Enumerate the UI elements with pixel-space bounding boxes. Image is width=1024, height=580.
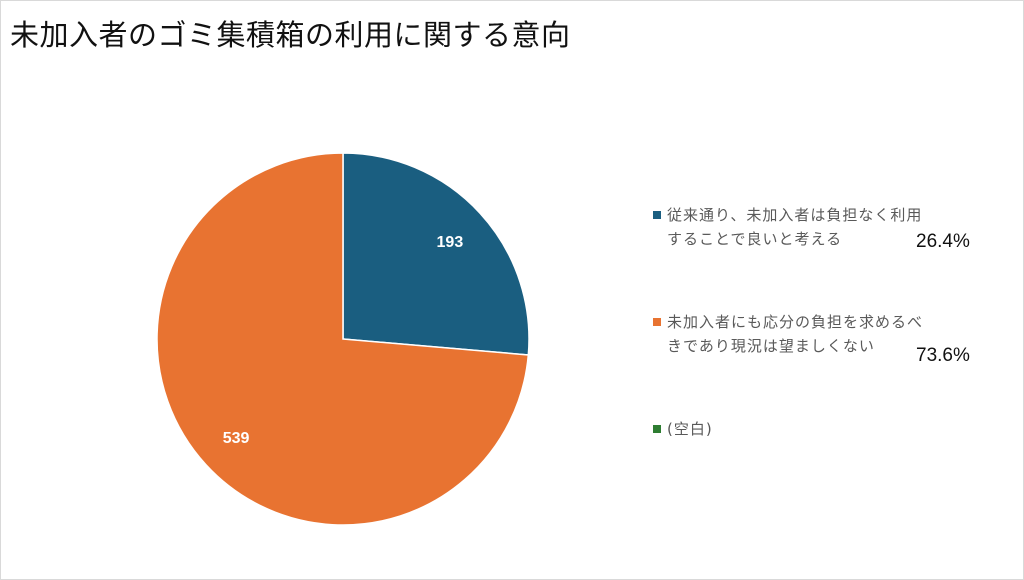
legend-label-3: (空白) — [667, 420, 713, 438]
legend-percent-2: 73.6% — [916, 345, 970, 366]
legend-swatch-1 — [653, 211, 661, 219]
legend-item-3: (空白) — [653, 417, 957, 441]
legend-item-2: 未加入者にも応分の負担を求めるべ きであり現況は望ましくない — [653, 310, 957, 358]
legend-label-1-line1: 従来通り、未加入者は負担なく利用 — [667, 206, 923, 224]
pie-slice-1 — [342, 152, 530, 356]
legend-label-1-line2: することで良いと考える — [667, 230, 843, 248]
legend-label-2-line1: 未加入者にも応分の負担を求めるべ — [667, 313, 924, 331]
legend-label-2-line2: きであり現況は望ましくない — [667, 337, 875, 355]
data-label-1: 193 — [437, 234, 464, 251]
chart-title: 未加入者のゴミ集積箱の利用に関する意向 — [10, 18, 571, 52]
data-label-2: 539 — [223, 430, 250, 447]
pie-slice-2 — [156, 152, 530, 526]
legend-item-1: 従来通り、未加入者は負担なく利用 することで良いと考える — [653, 203, 957, 251]
legend-swatch-3 — [653, 425, 661, 433]
legend-percent-1: 26.4% — [916, 231, 970, 252]
legend-swatch-2 — [653, 318, 661, 326]
